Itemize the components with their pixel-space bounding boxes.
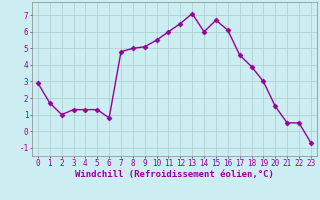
X-axis label: Windchill (Refroidissement éolien,°C): Windchill (Refroidissement éolien,°C)	[75, 170, 274, 179]
